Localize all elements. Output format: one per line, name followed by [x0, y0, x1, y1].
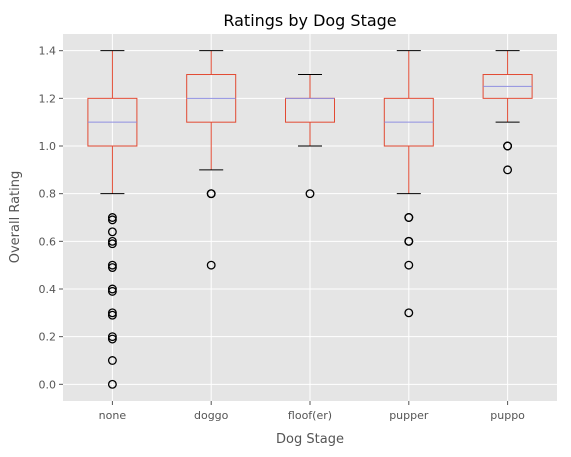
outlier-point — [107, 260, 117, 270]
outlier-point — [107, 332, 117, 342]
outlier-point — [107, 286, 117, 296]
outlier-point — [206, 260, 216, 270]
outlier-point — [107, 308, 117, 318]
y-tick-label: 0.4 — [39, 283, 57, 296]
x-tick-label: doggo — [194, 409, 229, 422]
box-none — [87, 50, 138, 389]
outlier-point — [404, 236, 414, 246]
outlier-point — [305, 189, 315, 199]
y-tick-label: 0.8 — [39, 188, 57, 201]
outlier-point — [503, 165, 513, 175]
outlier-point — [404, 213, 414, 222]
outlier-point — [404, 260, 414, 270]
x-axis-ticks: none doggo floof(er) pupper puppo — [99, 401, 525, 422]
chart-title: Ratings by Dog Stage — [223, 11, 396, 30]
outlier-point — [107, 334, 117, 344]
x-axis-label: Dog Stage — [276, 432, 344, 447]
outlier-point — [107, 236, 117, 246]
box-puppo — [482, 50, 533, 175]
y-tick-label: 0.6 — [39, 235, 57, 248]
x-tick-label: floof(er) — [288, 409, 332, 422]
x-tick-label: puppo — [490, 409, 525, 422]
x-tick-label: none — [99, 409, 127, 422]
outlier-point — [107, 356, 117, 365]
y-tick-label: 0.0 — [39, 378, 57, 391]
outlier-point — [107, 310, 117, 320]
y-tick-label: 0.2 — [39, 331, 57, 344]
box-floof-er — [285, 74, 335, 199]
y-tick-label: 1.4 — [39, 45, 57, 58]
outlier-point — [107, 213, 117, 222]
boxes — [87, 50, 533, 389]
outlier-point — [107, 239, 117, 249]
outlier-point — [206, 189, 216, 199]
outlier-point — [107, 284, 117, 294]
outlier-point — [107, 227, 117, 237]
x-tick-label: pupper — [389, 409, 429, 422]
outlier-point — [404, 308, 414, 318]
y-axis-label: Overall Rating — [8, 171, 23, 264]
outlier-point — [107, 263, 117, 272]
box-pupper — [383, 50, 434, 318]
y-tick-label: 1.2 — [39, 92, 57, 105]
y-tick-label: 1.0 — [39, 140, 57, 153]
outlier-point — [107, 379, 117, 389]
box-doggo — [186, 50, 237, 270]
y-axis-ticks: 0.0 0.2 0.4 0.6 0.8 1.0 1.2 1.4 — [39, 45, 63, 391]
outlier-point — [107, 215, 117, 225]
outlier-point — [503, 141, 513, 151]
